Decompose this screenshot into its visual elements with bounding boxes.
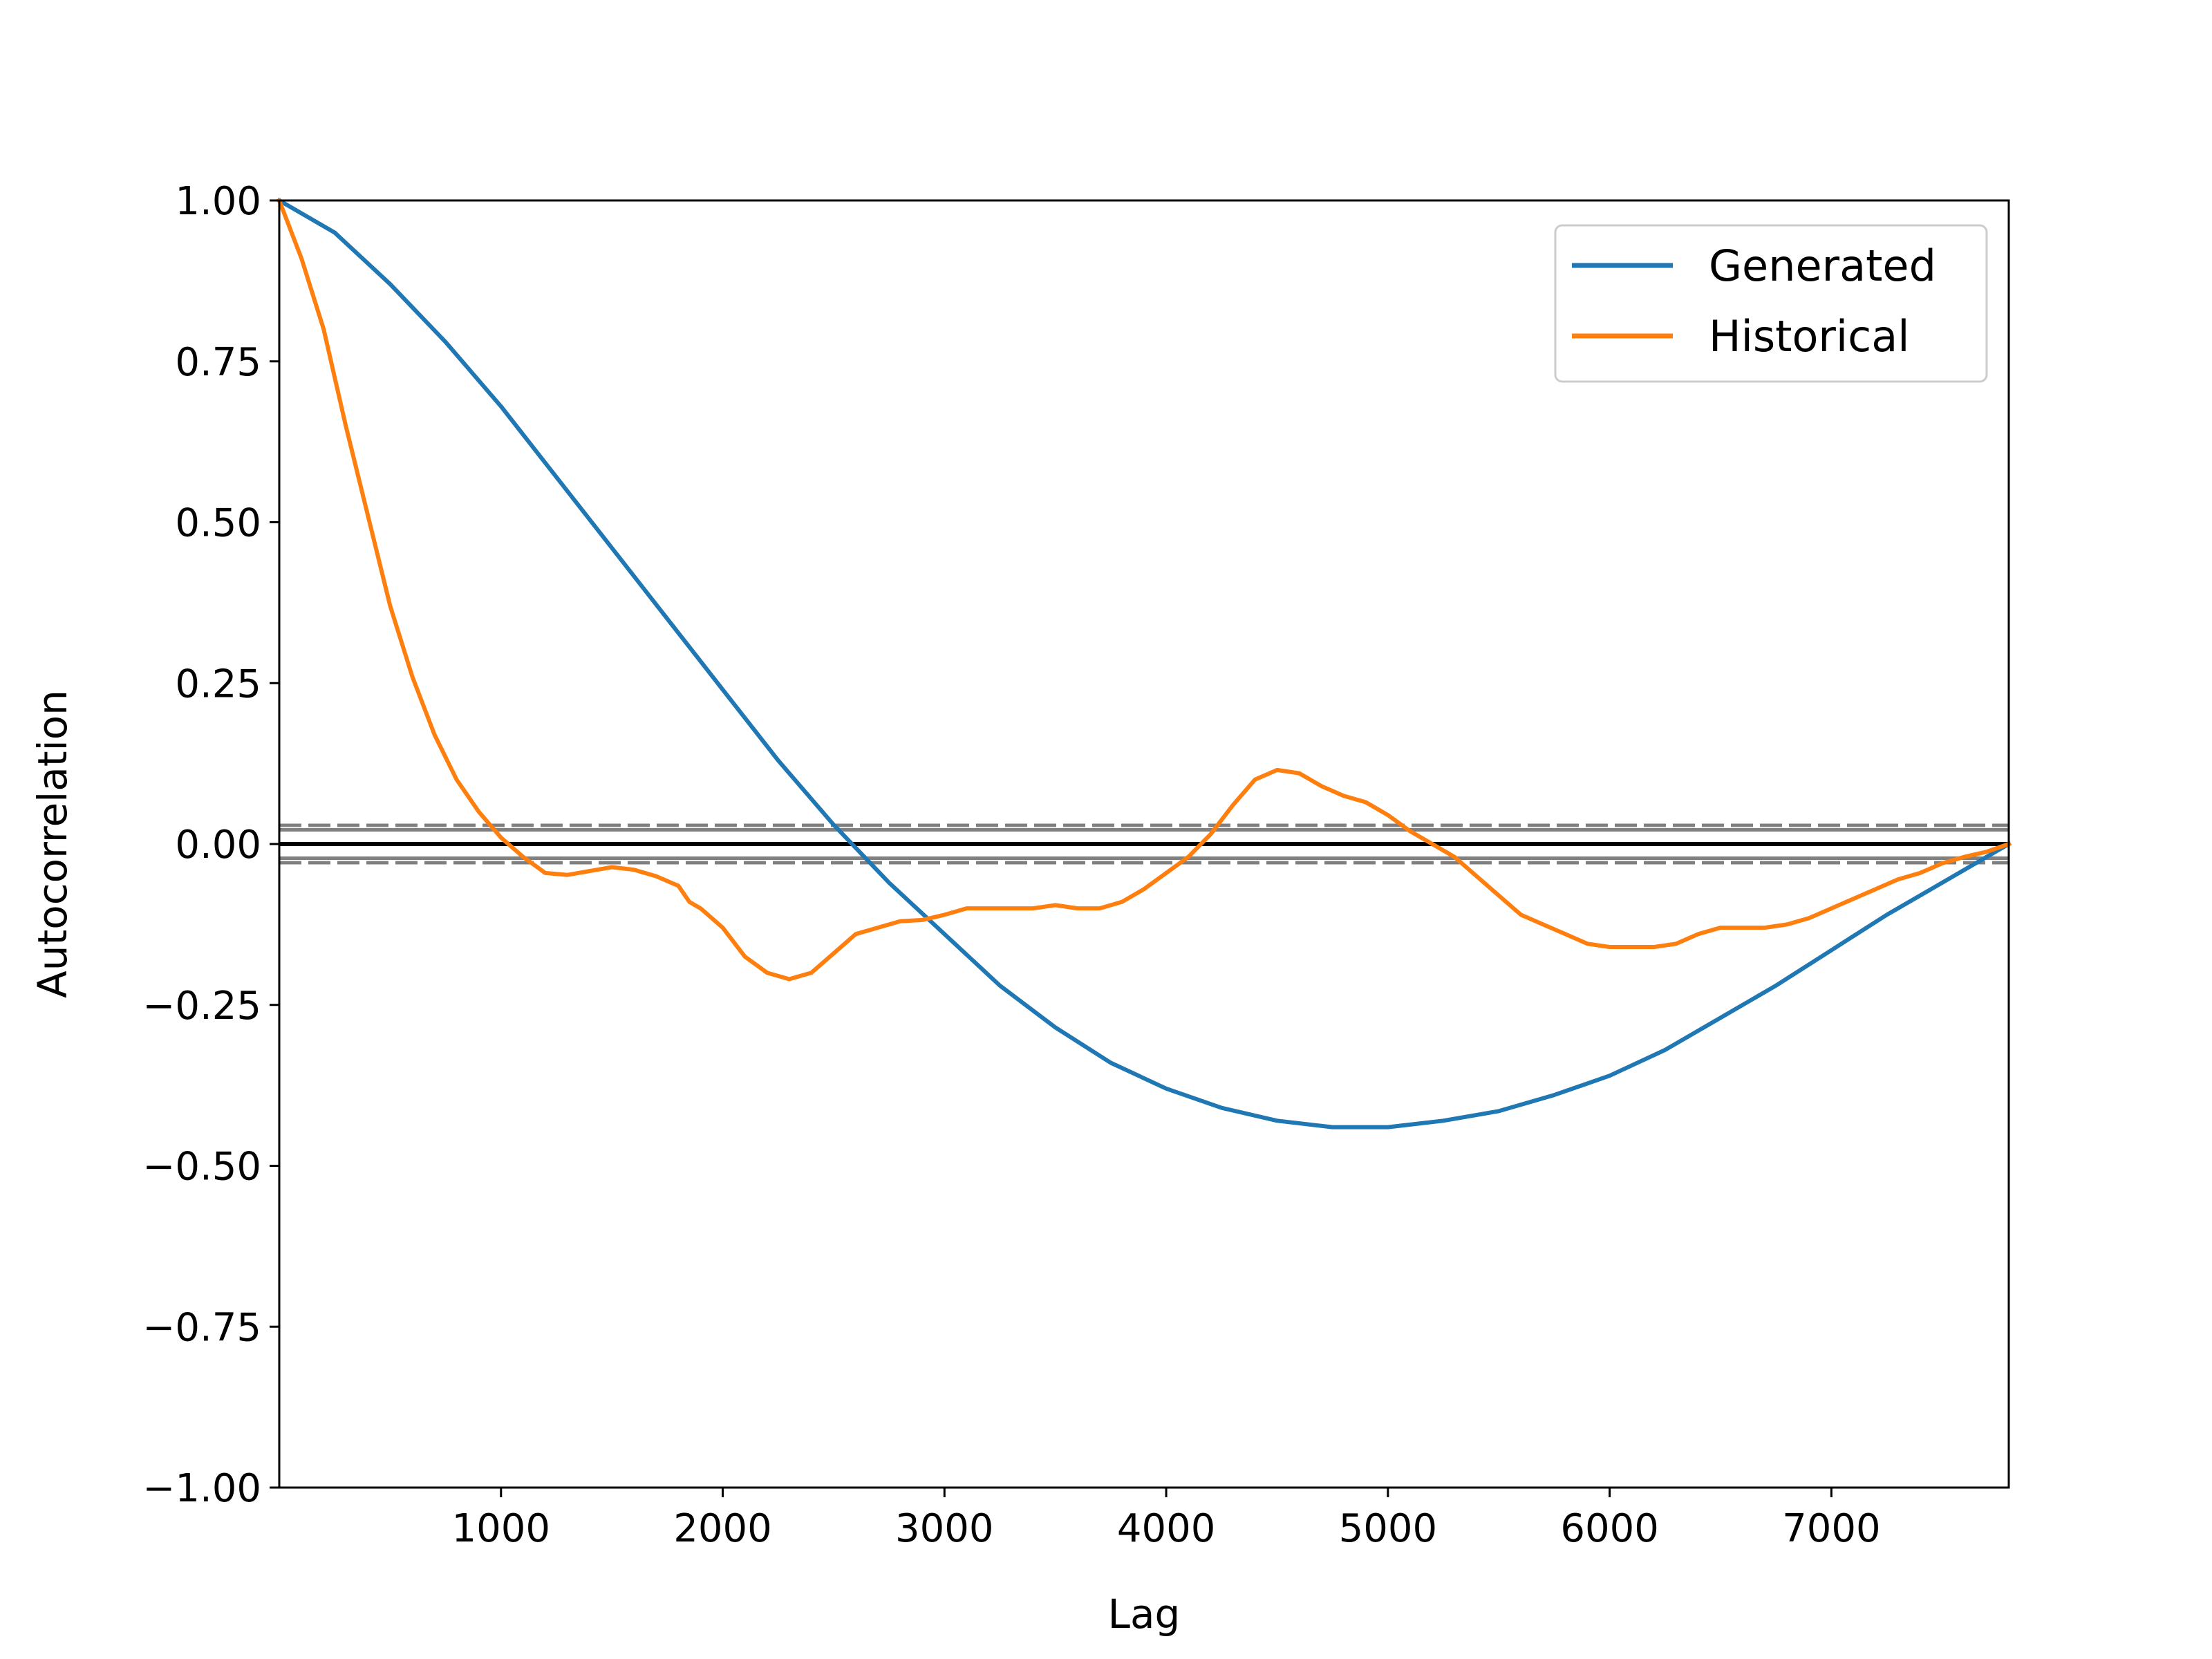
- y-tick-label: −0.75: [142, 1305, 261, 1350]
- x-tick-label: 3000: [895, 1506, 994, 1551]
- y-tick-label: 0.50: [175, 501, 261, 546]
- y-tick-label: 1.00: [175, 179, 261, 224]
- x-tick-label: 1000: [452, 1506, 551, 1551]
- y-tick-label: −1.00: [142, 1466, 261, 1511]
- legend-label-historical: Historical: [1709, 311, 1909, 362]
- y-axis: 1.00 0.75 0.50 0.25 0.00 −0.25 −0.50 −0.75 −1.00: [142, 179, 279, 1511]
- series-lines: [276, 197, 2012, 1130]
- series-line-historical: [276, 198, 2012, 982]
- x-tick-label: 6000: [1560, 1506, 1659, 1551]
- y-tick-label: 0.75: [175, 340, 261, 385]
- y-tick-label: −0.25: [142, 984, 261, 1029]
- x-tick-label: 2000: [673, 1506, 772, 1551]
- x-tick-label: 4000: [1117, 1506, 1216, 1551]
- y-tick-label: 0.00: [175, 823, 261, 868]
- x-axis-label: Lag: [1108, 1591, 1181, 1638]
- y-tick-label: 0.25: [175, 662, 261, 706]
- legend-label-generated: Generated: [1709, 241, 1936, 291]
- x-tick-label: 7000: [1782, 1506, 1881, 1551]
- x-axis: 1000 2000 3000 4000 5000 6000 7000: [452, 1488, 1881, 1551]
- series-line-generated: [276, 197, 2012, 1130]
- x-tick-label: 5000: [1339, 1506, 1438, 1551]
- confidence-bands: [279, 823, 2009, 865]
- y-tick-label: −0.50: [142, 1145, 261, 1190]
- legend: Generated Historical: [1554, 224, 1988, 383]
- y-axis-label: Autocorrelation: [29, 690, 76, 998]
